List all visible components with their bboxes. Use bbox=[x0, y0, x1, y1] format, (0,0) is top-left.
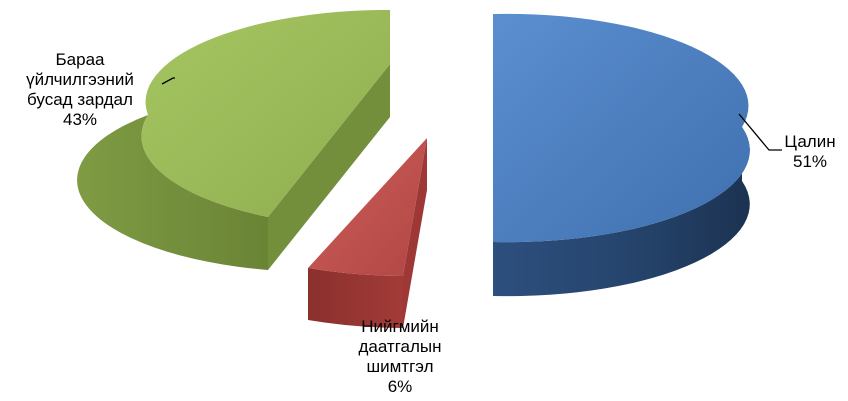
data-label-other-expenses: Бараа үйлчилгээний бусад зардал 43% bbox=[26, 50, 134, 129]
pie-slice-other-expenses bbox=[77, 9, 390, 270]
leader-line-salary bbox=[738, 113, 782, 151]
pie-slice-social-insurance bbox=[308, 138, 427, 328]
leader-line-other bbox=[161, 77, 175, 85]
pie-slice-salary bbox=[493, 13, 750, 297]
data-label-social-insurance: Нийгмийн даатгалын шимтгэл 6% bbox=[358, 317, 442, 396]
data-label-salary: Цалин 51% bbox=[784, 132, 836, 171]
